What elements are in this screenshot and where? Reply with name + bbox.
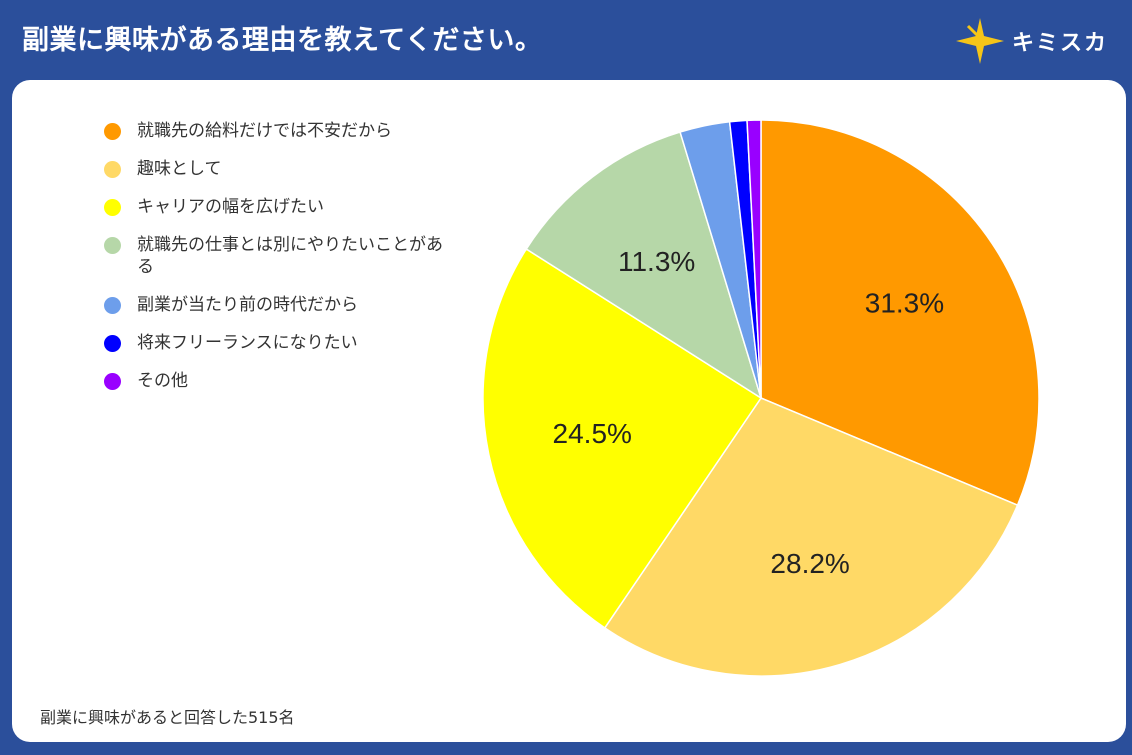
legend-swatch [104,297,121,314]
legend-item: その他 [104,370,464,392]
legend-label: その他 [137,371,188,391]
star-icon [955,18,1004,64]
legend-label: 趣味として [137,159,222,179]
pie-chart: 31.3% 28.2% 24.5% 11.3% [482,119,1040,677]
page-title: 副業に興味がある理由を教えてください。 [22,25,543,56]
legend-item: キャリアの幅を広げたい [104,196,464,218]
footnote: 副業に興味があると回答した515名 [40,708,295,727]
legend-item: 就職先の仕事とは別にやりたいことがある [104,234,464,278]
legend-swatch [104,373,121,390]
chart-legend: 就職先の給料だけでは不安だから 趣味としてキャリアの幅を広げたい就職先の仕事とは別… [104,120,464,408]
pie-slice [746,119,762,399]
legend-label: 就職先の給料だけでは不安だから [137,121,392,141]
legend-item: 就職先の給料だけでは不安だから [104,120,464,142]
legend-swatch [104,237,121,254]
data-label: 31.3% [865,287,944,318]
legend-item: 将来フリーランスになりたい [104,332,464,354]
legend-swatch [104,123,121,140]
chart-card: 就職先の給料だけでは不安だから 趣味としてキャリアの幅を広げたい就職先の仕事とは別… [12,80,1126,742]
legend-label: 就職先の仕事とは別にやりたいことがある [137,235,443,277]
legend-swatch [104,199,121,216]
pie-slice [525,131,763,400]
brand-logo: キミスカ [954,16,1108,66]
legend-label: 副業が当たり前の時代だから [137,295,358,315]
legend-label: 将来フリーランスになりたい [137,333,358,353]
data-label: 24.5% [553,418,632,449]
legend-swatch [104,161,121,178]
brand-name: キミスカ [1011,31,1108,56]
pie-slice [482,248,763,629]
legend-label: キャリアの幅を広げたい [137,197,324,217]
legend-item: 副業が当たり前の時代だから [104,294,464,316]
data-label: 28.2% [770,548,849,579]
legend-swatch [104,335,121,352]
legend-item: 趣味として [104,158,464,180]
pie-slice [760,119,1040,507]
data-label: 11.3% [618,246,695,277]
pie-slice [603,397,1019,677]
